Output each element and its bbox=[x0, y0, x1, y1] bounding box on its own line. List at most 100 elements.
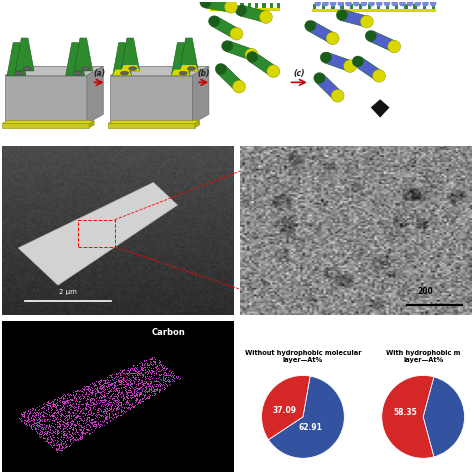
Point bbox=[61, 406, 68, 413]
Point bbox=[124, 366, 131, 374]
Point bbox=[73, 421, 80, 428]
Point bbox=[141, 364, 148, 371]
Point bbox=[159, 364, 166, 371]
Point bbox=[122, 387, 130, 395]
Polygon shape bbox=[113, 43, 131, 75]
Point bbox=[57, 411, 64, 419]
Point bbox=[71, 406, 78, 413]
Point bbox=[101, 415, 109, 423]
Point bbox=[144, 394, 151, 401]
Point bbox=[104, 381, 112, 389]
Point bbox=[54, 438, 61, 446]
Point bbox=[27, 413, 35, 421]
Point bbox=[133, 372, 141, 379]
Point bbox=[160, 361, 167, 369]
Point bbox=[50, 412, 57, 419]
Point bbox=[54, 409, 61, 416]
Point bbox=[17, 414, 25, 422]
Point bbox=[55, 394, 63, 401]
Point bbox=[98, 391, 106, 399]
Point bbox=[128, 374, 136, 381]
Point bbox=[129, 369, 137, 376]
Point bbox=[117, 406, 125, 413]
Point bbox=[51, 397, 58, 404]
Point bbox=[64, 401, 71, 409]
Point bbox=[101, 413, 109, 421]
Point bbox=[60, 429, 67, 437]
Point bbox=[35, 406, 42, 413]
Point bbox=[108, 391, 115, 399]
Point bbox=[65, 412, 73, 420]
Point bbox=[148, 361, 156, 368]
Point bbox=[62, 409, 69, 417]
Point bbox=[145, 387, 153, 395]
Point bbox=[162, 371, 170, 379]
Point bbox=[103, 413, 111, 421]
Point bbox=[61, 398, 68, 405]
Point bbox=[163, 373, 170, 381]
Point bbox=[42, 410, 49, 417]
Point bbox=[80, 394, 87, 402]
Point bbox=[145, 375, 153, 383]
Point bbox=[55, 410, 63, 418]
Point bbox=[156, 382, 164, 389]
Point bbox=[50, 395, 57, 403]
Point bbox=[61, 409, 68, 417]
Point bbox=[126, 368, 133, 375]
Point bbox=[40, 426, 47, 433]
Circle shape bbox=[360, 15, 373, 28]
Point bbox=[50, 409, 58, 416]
Point bbox=[132, 367, 139, 375]
Point bbox=[47, 404, 55, 412]
Point bbox=[111, 387, 119, 394]
Point bbox=[148, 368, 155, 376]
Point bbox=[167, 373, 174, 380]
Point bbox=[124, 388, 131, 395]
Point bbox=[129, 361, 137, 369]
Point bbox=[76, 392, 84, 400]
Point bbox=[150, 369, 158, 376]
Point bbox=[107, 402, 114, 410]
Point bbox=[86, 385, 93, 393]
Point bbox=[145, 361, 152, 368]
Point bbox=[78, 410, 86, 417]
Point bbox=[130, 366, 137, 374]
Point bbox=[139, 371, 146, 378]
Point bbox=[145, 386, 153, 393]
Point bbox=[127, 370, 135, 377]
Point bbox=[33, 403, 41, 411]
Point bbox=[28, 425, 36, 433]
Point bbox=[73, 413, 81, 420]
Point bbox=[133, 361, 141, 368]
FancyBboxPatch shape bbox=[359, 4, 362, 10]
Point bbox=[130, 369, 138, 376]
Point bbox=[64, 411, 72, 419]
Point bbox=[76, 433, 84, 440]
Point bbox=[103, 402, 110, 410]
Point bbox=[28, 406, 36, 414]
Point bbox=[164, 373, 172, 381]
Point bbox=[116, 390, 124, 397]
Point bbox=[85, 410, 93, 418]
Point bbox=[32, 424, 40, 432]
Point bbox=[159, 366, 167, 374]
Point bbox=[84, 408, 92, 415]
Point bbox=[151, 389, 158, 397]
Point bbox=[54, 418, 61, 426]
Point bbox=[64, 416, 71, 424]
Point bbox=[77, 434, 84, 441]
Text: Carbon: Carbon bbox=[152, 328, 186, 337]
Point bbox=[147, 365, 155, 372]
Point bbox=[112, 391, 119, 398]
Point bbox=[87, 405, 94, 412]
Point bbox=[121, 370, 128, 378]
Point bbox=[162, 371, 169, 378]
Point bbox=[81, 411, 88, 419]
Point bbox=[51, 425, 59, 433]
Point bbox=[28, 411, 36, 419]
Point bbox=[165, 376, 173, 383]
Point bbox=[143, 373, 151, 380]
Point bbox=[71, 392, 79, 399]
Point bbox=[40, 412, 47, 419]
Point bbox=[104, 393, 111, 401]
